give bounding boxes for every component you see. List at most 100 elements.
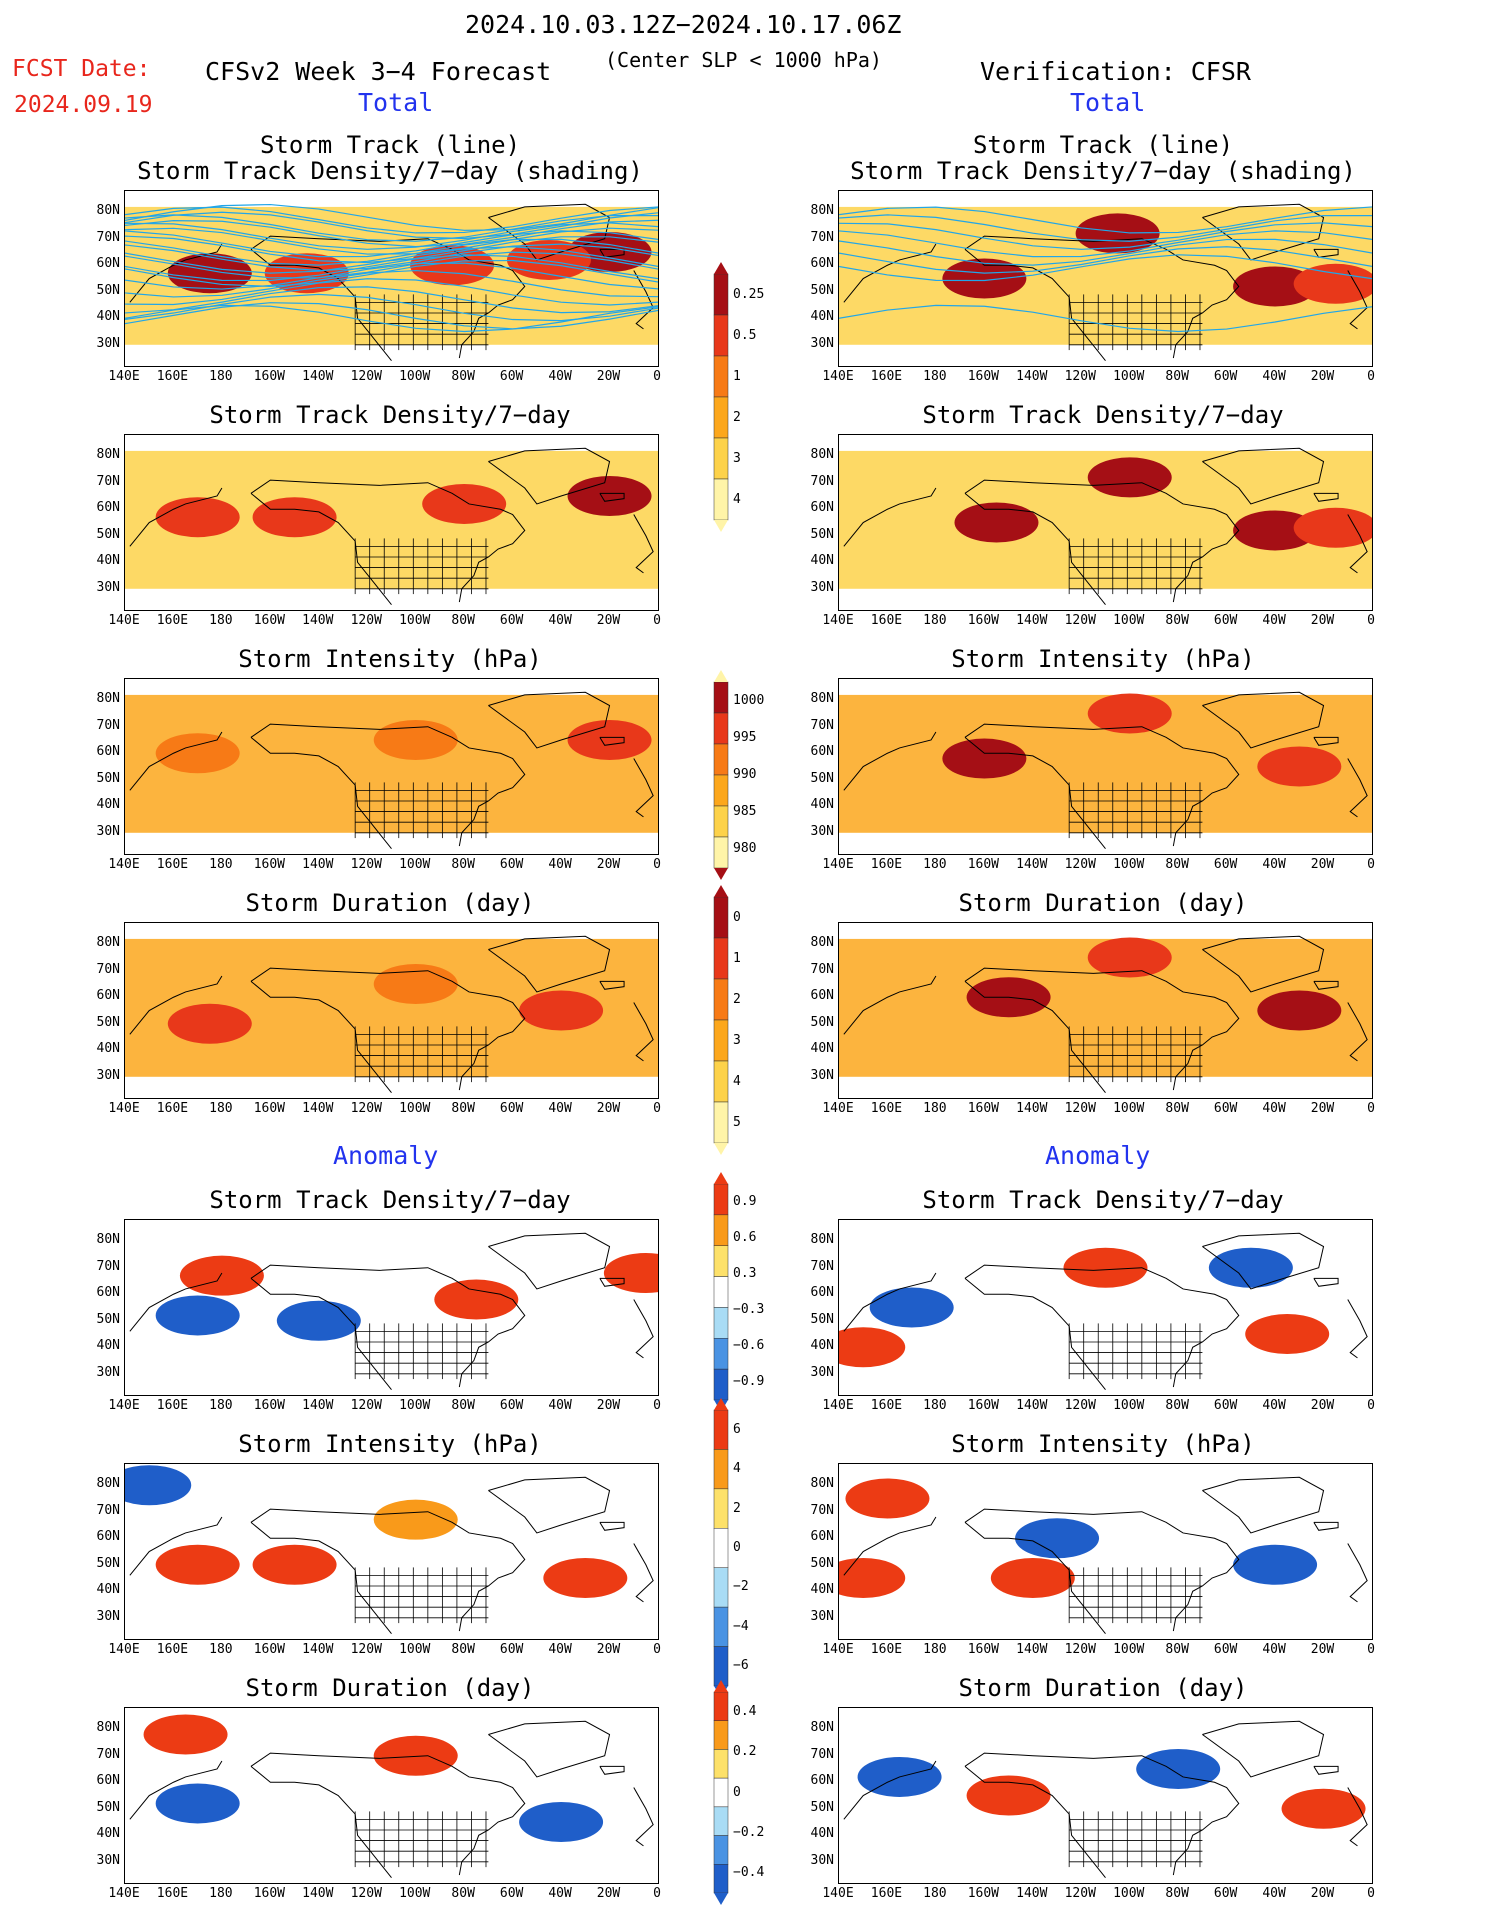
lon-tick-label: 120W (350, 1101, 382, 1116)
coastline-2 (1202, 1476, 1325, 1534)
coastline-3 (1347, 1787, 1368, 1847)
storm-track-6 (839, 246, 1372, 274)
lon-tick-label: 160E (870, 1642, 903, 1657)
lon-tick-label: 100W (399, 1886, 431, 1901)
lon-tick-label: 40W (1262, 857, 1286, 872)
coastline-0 (250, 1277, 392, 1391)
lon-tick-label: 120W (350, 857, 382, 872)
us-states-grid (1068, 1811, 1203, 1868)
lon-tick-label: 180 (923, 369, 947, 384)
field-blob-3 (1293, 263, 1372, 304)
lon-tick-label: 40W (1262, 1398, 1286, 1413)
coastline-0 (250, 736, 392, 850)
lon-tick-label: 40W (548, 1398, 572, 1413)
field-blob-0 (373, 1735, 458, 1776)
us-states-grid (354, 1567, 489, 1624)
colorbar-swatch (713, 836, 729, 869)
lon-tick-label: 160W (253, 613, 286, 628)
lat-tick-label: 80N (96, 447, 120, 463)
lat-tick-label: 70N (96, 1746, 120, 1762)
lat-tick-label: 40N (96, 797, 120, 813)
coastline-4 (843, 487, 937, 547)
colorbar-svg (713, 670, 729, 880)
lon-tick-label: 100W (1113, 1642, 1145, 1657)
storm-track-8 (125, 262, 658, 290)
colorbar-swatch (713, 1409, 729, 1450)
storm-track-10 (125, 278, 658, 306)
lat-tick-label: 60N (810, 256, 834, 272)
lat-tick-label: 80N (96, 935, 120, 951)
coastline-0 (964, 1521, 1106, 1635)
lat-tick-label: 40N (810, 1826, 834, 1842)
lon-tick-label: 60W (499, 857, 524, 872)
lat-tick-label: 60N (96, 1529, 120, 1545)
coastline-3 (633, 1299, 654, 1359)
lon-tick-label: 140E (108, 1101, 140, 1116)
lon-tick-label: 20W (596, 1398, 621, 1413)
colorbar-swatch (713, 1449, 729, 1490)
lon-tick-label: 100W (399, 1398, 431, 1413)
coastline-3 (633, 1002, 654, 1062)
field-blob-4 (506, 239, 591, 280)
lon-tick-label: 80W (1165, 857, 1189, 872)
colorbar-tick-label: −0.4 (733, 1864, 765, 1880)
field-blob-1 (167, 1003, 252, 1044)
lat-tick-label: 50N (96, 1311, 120, 1327)
coastline-3 (1347, 514, 1368, 574)
lat-tick-label: 40N (810, 309, 834, 325)
lon-tick-label: 160E (870, 369, 903, 384)
coastline-4 (843, 975, 937, 1035)
storm-track-1 (125, 206, 658, 234)
coastline-2 (488, 447, 611, 505)
lat-tick-label: 80N (96, 1720, 120, 1736)
coastline-2 (488, 203, 611, 261)
panel-title-track-line-fc: Storm Track (line) (259, 131, 521, 159)
lat-tick-label: 70N (96, 473, 120, 489)
lat-tick-label: 50N (810, 1799, 834, 1815)
lon-tick-label: 80W (1165, 1886, 1189, 1901)
panel-title-intensity-fc: Storm Intensity (hPa) (238, 645, 542, 673)
panel-title-intensity-anom-obs: Storm Intensity (hPa) (951, 1430, 1255, 1458)
lon-tick-label: 160W (253, 369, 286, 384)
lat-tick-label: 40N (810, 1041, 834, 1057)
lon-tick-label: 20W (596, 1101, 621, 1116)
lon-tick-label: 180 (209, 613, 233, 628)
colorbar-tick-label: 0.6 (733, 1230, 757, 1245)
colorbar-swatch (713, 1567, 729, 1608)
lon-tick-label: 160E (156, 1886, 189, 1901)
lon-tick-label: 0 (653, 1398, 661, 1413)
field-blob-3 (422, 483, 507, 524)
lon-tick-label: 100W (399, 1642, 431, 1657)
panel-title-track-line-obs: Storm Track (line) (972, 131, 1234, 159)
lon-tick-label: 20W (596, 1642, 621, 1657)
lat-tick-label: 50N (96, 1799, 120, 1815)
lat-tick-label: 80N (810, 935, 834, 951)
lat-tick-label: 70N (810, 1746, 834, 1762)
map-svg (839, 203, 1372, 362)
map-panel-obs-duration-anom (838, 1707, 1373, 1884)
lon-tick-label: 100W (1113, 857, 1145, 872)
colorbar-tick-label: 985 (733, 804, 757, 820)
lon-tick-label: 140W (302, 369, 334, 384)
lon-tick-label: 180 (923, 1101, 947, 1116)
lon-tick-label: 140E (822, 1886, 854, 1901)
lon-tick-label: 0 (653, 1101, 661, 1116)
lon-tick-label: 0 (1367, 1101, 1375, 1116)
lon-tick-label: 100W (1113, 613, 1145, 628)
coastline-0 (964, 1765, 1106, 1879)
lat-tick-label: 70N (96, 1502, 120, 1518)
lat-tick-label: 30N (96, 1852, 120, 1868)
lon-tick-label: 140W (302, 1886, 334, 1901)
storm-track-2 (125, 214, 658, 242)
lat-tick-label: 40N (810, 553, 834, 569)
lon-tick-label: 160W (967, 857, 1000, 872)
coastline-4 (129, 487, 223, 547)
lat-tick-label: 80N (96, 203, 120, 219)
lat-tick-label: 80N (810, 691, 834, 707)
lat-tick-label: 70N (810, 961, 834, 977)
map-panel-obs-duration (838, 922, 1373, 1099)
storm-track-7 (839, 254, 1372, 282)
lat-tick-label: 30N (96, 1608, 120, 1624)
lat-tick-label: 80N (810, 447, 834, 463)
colorbar-top-arrow (714, 262, 728, 274)
